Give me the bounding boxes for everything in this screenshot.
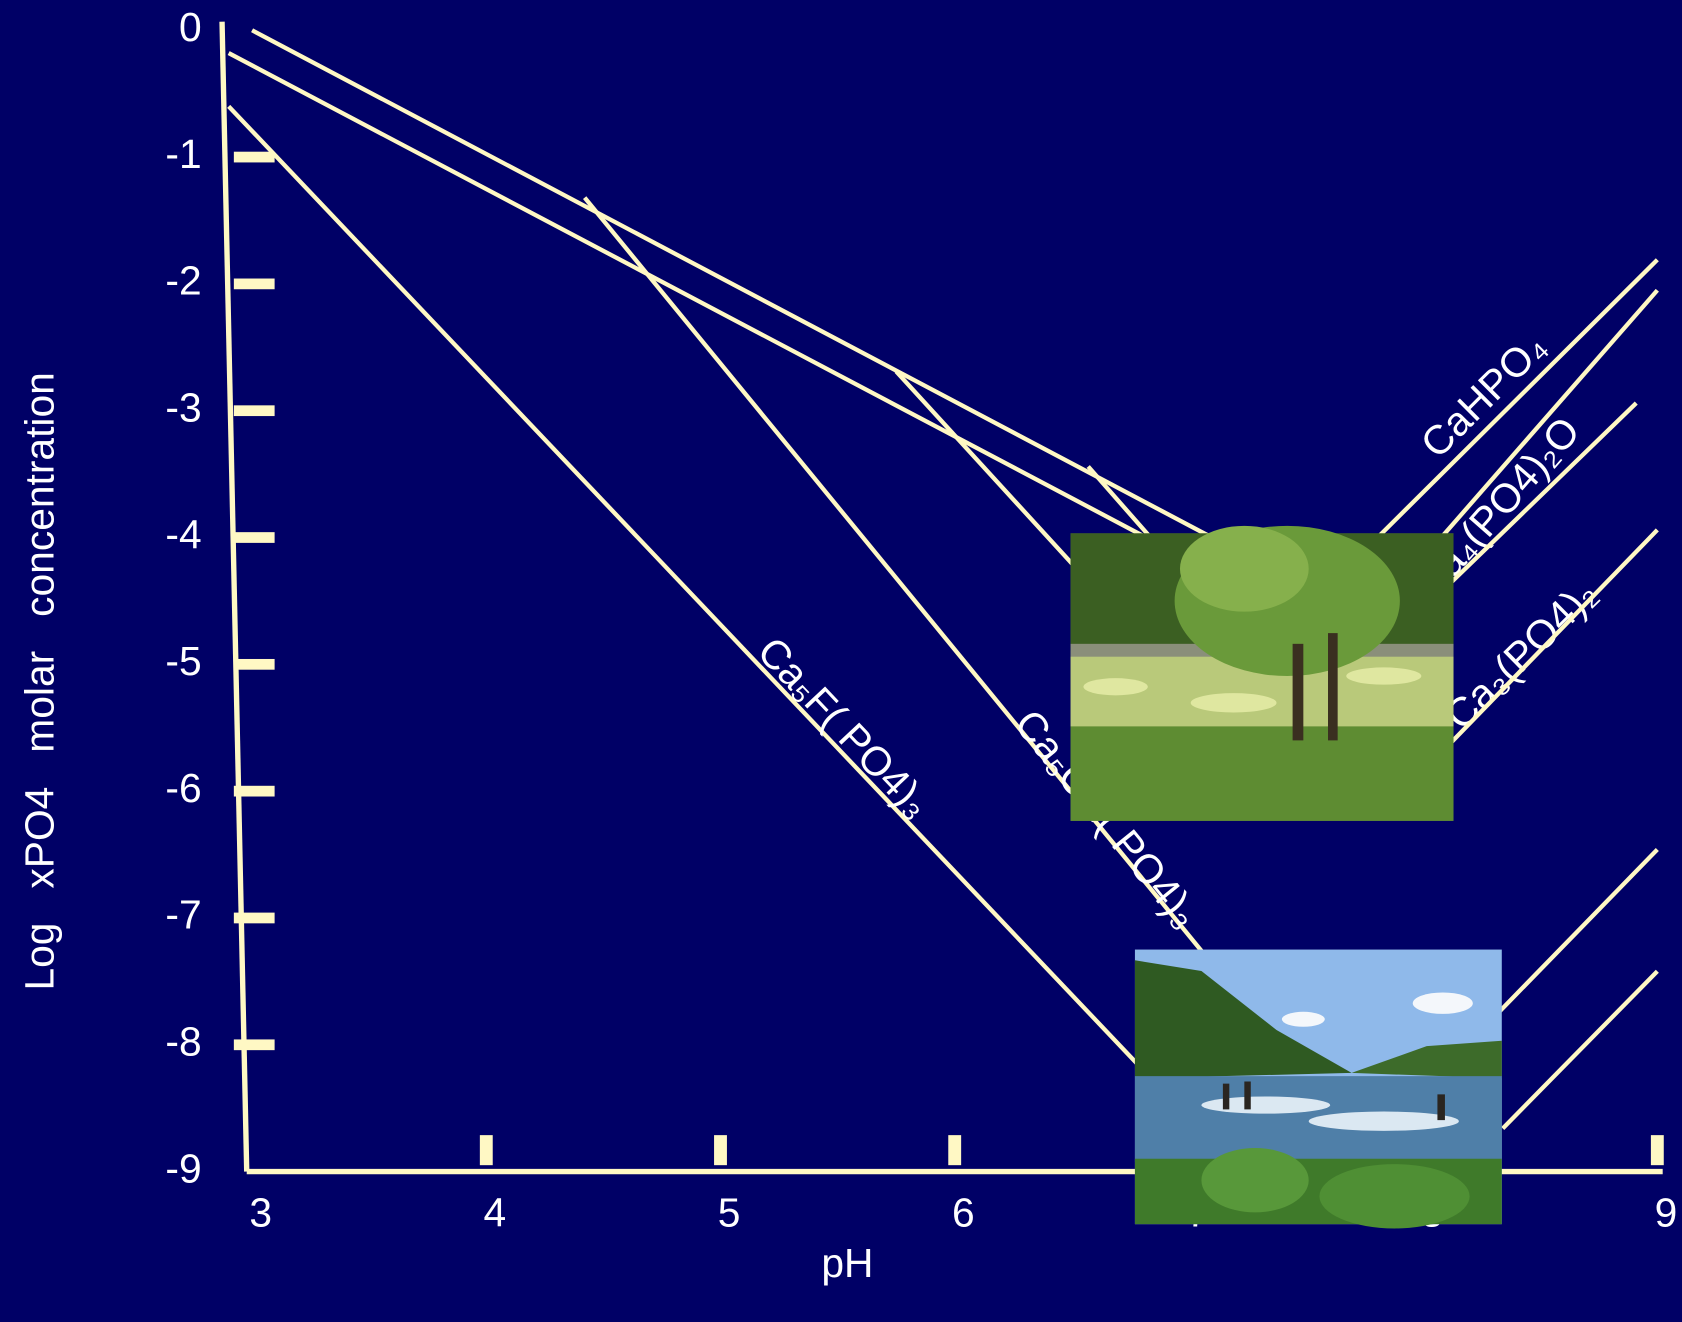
- y-tick-mark: [234, 1039, 275, 1050]
- y-tick-label: -8: [165, 1019, 201, 1065]
- x-tick-label: 4: [484, 1189, 507, 1235]
- y-tick-mark: [234, 786, 275, 797]
- y-tick-label: -3: [165, 384, 201, 430]
- y-tick-mark: [234, 532, 275, 543]
- x-tick-label: 5: [718, 1189, 741, 1235]
- y-tick-mark: [234, 659, 275, 670]
- y-tick-label: -9: [165, 1145, 201, 1191]
- y-tick-mark: [234, 913, 275, 924]
- photo-algae-river: [1071, 526, 1454, 821]
- x-tick-mark: [948, 1135, 961, 1165]
- x-tick-mark: [480, 1135, 493, 1165]
- y-tick-label: -6: [165, 765, 201, 811]
- page: {"chart_data":{"type":"line","xlabel":"p…: [0, 0, 1682, 1322]
- y-tick-mark: [234, 405, 275, 416]
- y-tick-mark: [234, 152, 275, 163]
- x-tick-label: 6: [952, 1189, 975, 1235]
- slide: 0-1-2-3-4-5-6-7-8-93456789CaHPO₄Ca₄(PO4)…: [0, 0, 1682, 1322]
- x-axis-label: pH: [821, 1240, 873, 1286]
- y-tick-label: -2: [165, 258, 201, 304]
- y-tick-mark: [234, 279, 275, 290]
- x-tick-mark: [714, 1135, 727, 1165]
- y-axis-label: Log xPO4 molar concentration: [17, 372, 63, 990]
- y-tick-label: -7: [165, 892, 201, 938]
- x-tick-mark: [1651, 1135, 1664, 1165]
- photo-river-people: [1135, 950, 1502, 1229]
- x-tick-label: 3: [249, 1189, 272, 1235]
- y-tick-label: -1: [165, 131, 201, 177]
- y-tick-label: -4: [165, 511, 201, 557]
- y-tick-label: 0: [179, 4, 202, 50]
- x-tick-label: 9: [1655, 1189, 1678, 1235]
- y-tick-label: -5: [165, 638, 201, 684]
